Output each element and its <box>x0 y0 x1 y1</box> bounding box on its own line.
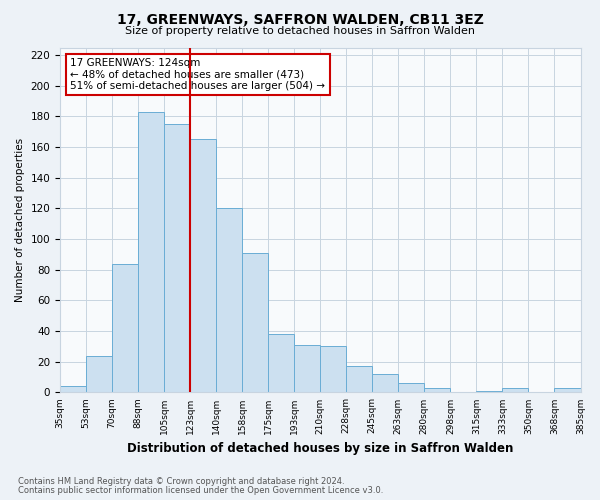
Bar <box>190 140 216 392</box>
Bar <box>554 388 581 392</box>
Bar <box>268 334 294 392</box>
X-axis label: Distribution of detached houses by size in Saffron Walden: Distribution of detached houses by size … <box>127 442 514 455</box>
Bar <box>373 374 398 392</box>
Bar <box>424 388 451 392</box>
Bar <box>502 388 529 392</box>
Text: Size of property relative to detached houses in Saffron Walden: Size of property relative to detached ho… <box>125 26 475 36</box>
Bar <box>398 383 424 392</box>
Text: Contains HM Land Registry data © Crown copyright and database right 2024.: Contains HM Land Registry data © Crown c… <box>18 477 344 486</box>
Text: 17 GREENWAYS: 124sqm
← 48% of detached houses are smaller (473)
51% of semi-deta: 17 GREENWAYS: 124sqm ← 48% of detached h… <box>70 58 325 91</box>
Y-axis label: Number of detached properties: Number of detached properties <box>15 138 25 302</box>
Text: Contains public sector information licensed under the Open Government Licence v3: Contains public sector information licen… <box>18 486 383 495</box>
Bar <box>242 253 268 392</box>
Text: 17, GREENWAYS, SAFFRON WALDEN, CB11 3EZ: 17, GREENWAYS, SAFFRON WALDEN, CB11 3EZ <box>116 12 484 26</box>
Bar <box>320 346 346 393</box>
Bar <box>60 386 86 392</box>
Bar <box>138 112 164 392</box>
Bar <box>294 345 320 393</box>
Bar <box>86 356 112 393</box>
Bar <box>216 208 242 392</box>
Bar <box>164 124 190 392</box>
Bar <box>346 366 373 392</box>
Bar <box>476 391 502 392</box>
Bar <box>112 264 138 392</box>
